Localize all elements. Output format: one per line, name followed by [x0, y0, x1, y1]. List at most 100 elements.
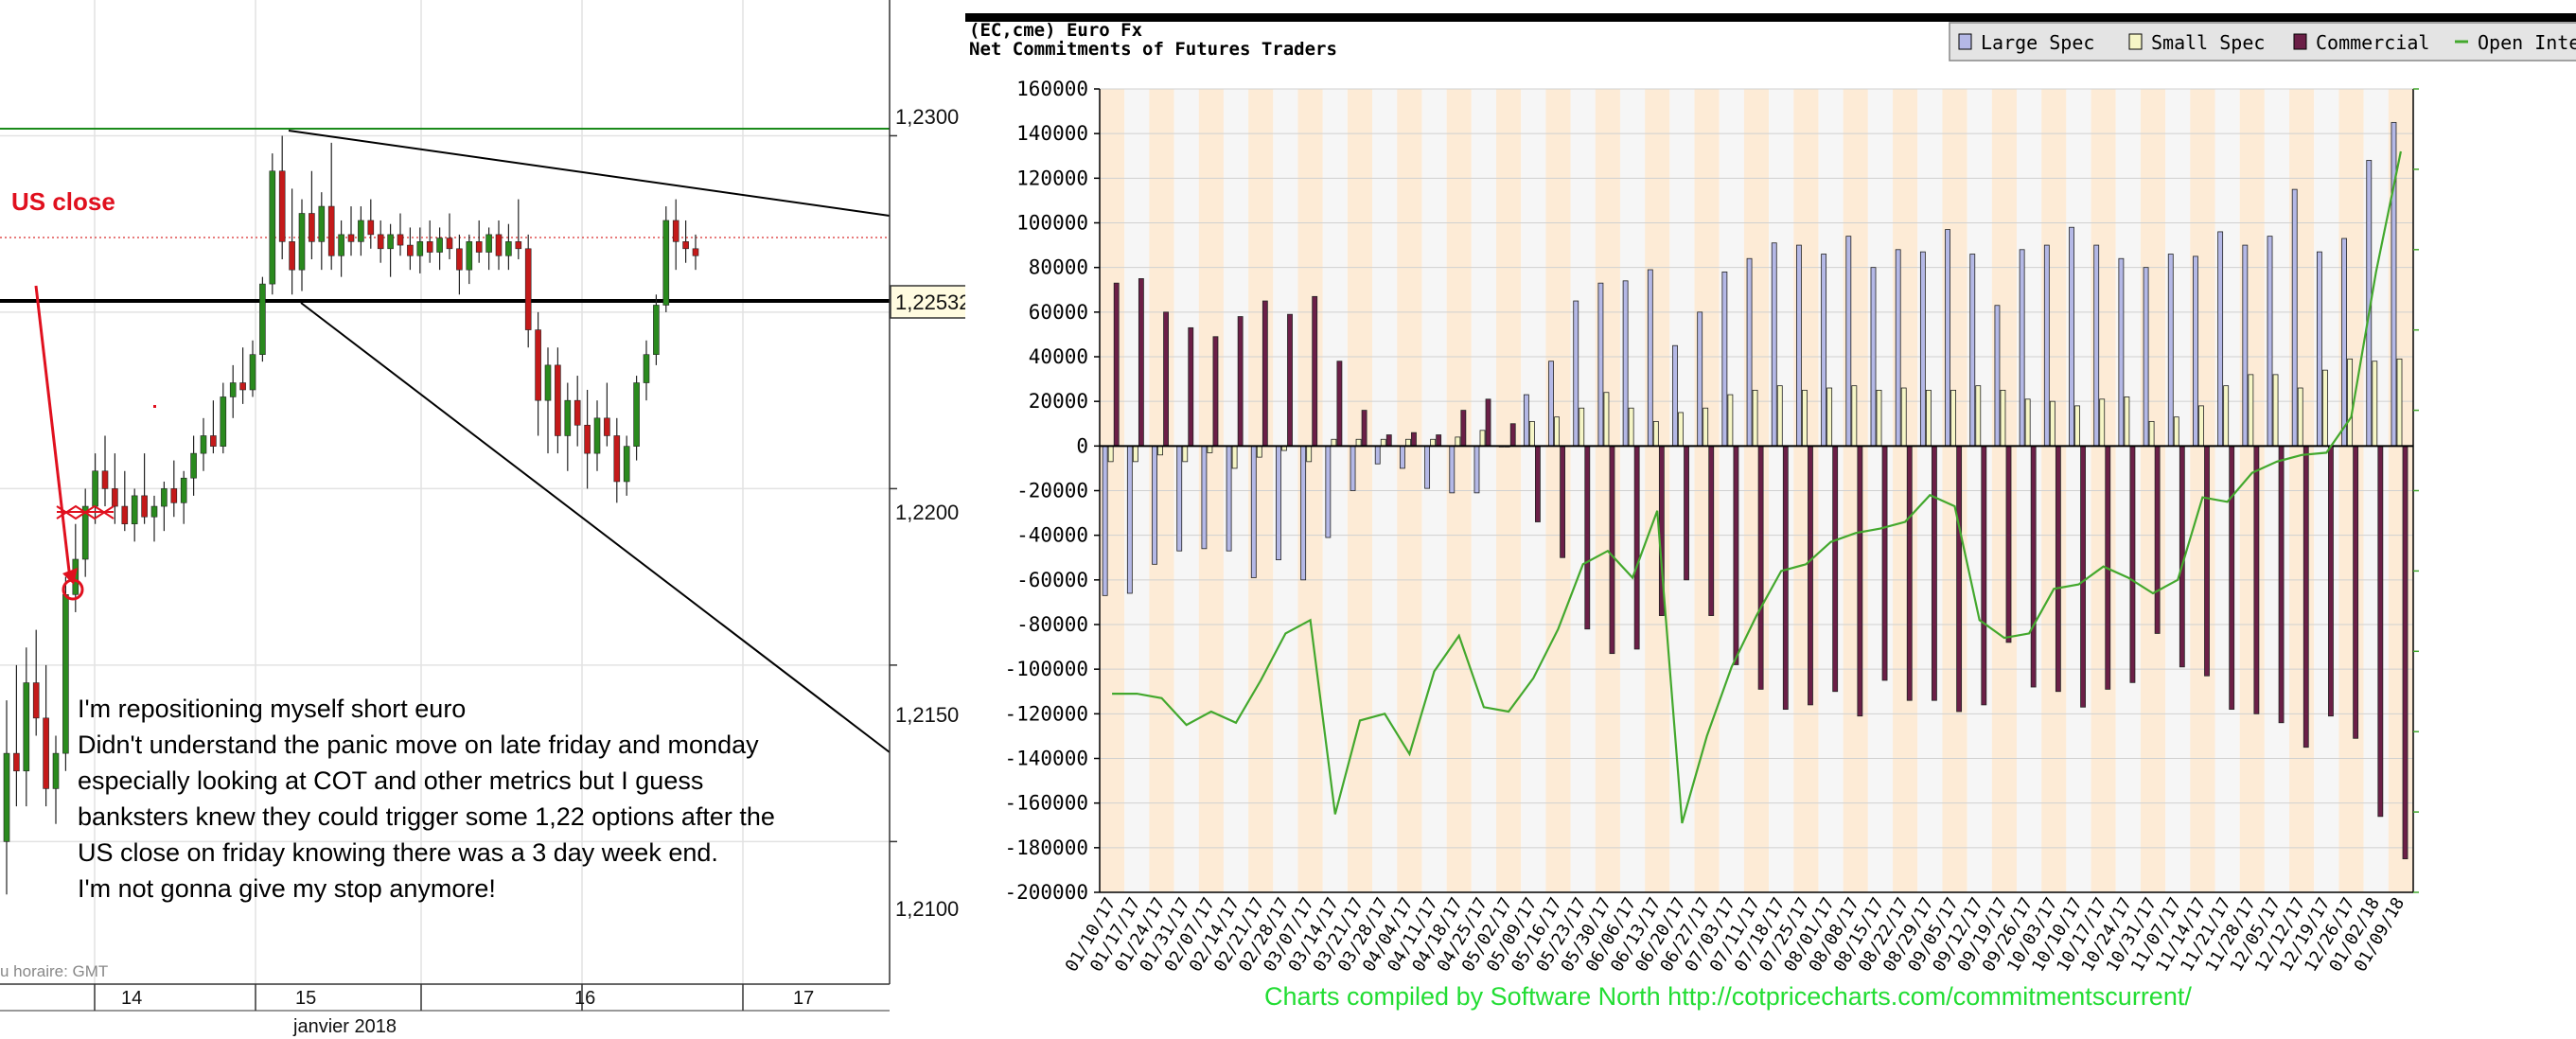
legend-label-large-spec: Large Spec: [1981, 31, 2094, 54]
bar-large-spec-32: [1895, 249, 1901, 447]
bar-small-spec-20: [1603, 392, 1610, 447]
bar-small-spec-29: [1826, 387, 1833, 447]
price-ticks: [890, 134, 897, 843]
cot-bar-chart: (EC,cme) Euro Fx Net Commitments of Futu…: [965, 0, 2576, 1039]
candle-body-53: [524, 248, 532, 330]
bar-commercial-0: [1113, 282, 1120, 447]
y-tick-label-10: -40000: [1016, 524, 1088, 547]
bar-large-spec-48: [2291, 188, 2298, 447]
chart-subtitle: Net Commitments of Futures Traders: [969, 39, 1337, 60]
legend-swatch-commercial: [2293, 33, 2307, 50]
bar-small-spec-40: [2099, 398, 2106, 447]
bar-commercial-3: [1188, 326, 1194, 447]
candle-body-45: [446, 238, 453, 250]
annotation-text: I'm repositioning myself short euro Didn…: [78, 695, 775, 903]
bar-small-spec-4: [1207, 445, 1213, 453]
price-label-4: 1,2100: [895, 897, 959, 921]
bar-small-spec-21: [1628, 407, 1634, 447]
candle-body-68: [672, 220, 679, 242]
bar-large-spec-13: [1424, 445, 1431, 489]
price-chart-panel: US close 1,2300 1,2200 1,2150 1,2100 1,2…: [0, 0, 984, 1039]
bar-commercial-14: [1460, 410, 1467, 447]
bar-large-spec-50: [2341, 238, 2348, 447]
bar-small-spec-50: [2347, 358, 2354, 447]
bar-small-spec-43: [2173, 416, 2179, 447]
bar-small-spec-9: [1331, 438, 1337, 447]
candle-body-18: [180, 477, 187, 503]
bar-large-spec-17: [1523, 394, 1529, 447]
bar-small-spec-33: [1925, 389, 1932, 447]
bar-small-spec-52: [2396, 358, 2403, 447]
candle-body-59: [584, 424, 591, 454]
bar-large-spec-52: [2391, 121, 2397, 447]
bar-small-spec-1: [1132, 445, 1138, 463]
bar-large-spec-4: [1201, 445, 1208, 550]
y-tick-label-3: 100000: [1016, 212, 1088, 235]
bar-commercial-35: [1981, 445, 1987, 706]
bars: [1100, 121, 2413, 860]
annotation-line-3: especially looking at COT and other metr…: [78, 766, 703, 795]
bar-small-spec-46: [2248, 374, 2254, 447]
bar-small-spec-38: [2049, 400, 2056, 447]
candle-body-54: [535, 329, 541, 401]
us-close-circle-marker: [62, 578, 84, 601]
candle-body-10: [101, 470, 109, 489]
bar-large-spec-30: [1845, 236, 1852, 447]
y-tick-label-14: -120000: [1004, 702, 1088, 725]
candle-body-64: [633, 382, 640, 447]
bar-large-spec-47: [2267, 236, 2273, 447]
bar-small-spec-49: [2322, 369, 2328, 447]
candle-body-32: [318, 205, 326, 242]
bar-commercial-2: [1163, 311, 1169, 447]
day-label-17: 17: [793, 988, 814, 1009]
bar-commercial-45: [2229, 445, 2235, 711]
bar-large-spec-34: [1945, 229, 1950, 447]
annotation-line-5: US close on friday knowing there was a 3…: [78, 838, 718, 867]
candle-body-55: [544, 364, 552, 401]
bar-large-spec-45: [2217, 231, 2224, 447]
candle-body-27: [269, 170, 276, 285]
bar-small-spec-39: [2074, 405, 2080, 447]
candle-body-24: [239, 382, 246, 391]
candle-body-40: [397, 234, 404, 246]
bar-commercial-23: [1684, 445, 1689, 581]
descending-trendline-lower: [300, 302, 891, 753]
bar-small-spec-15: [1479, 430, 1486, 447]
candle-body-22: [220, 396, 227, 447]
bar-small-spec-32: [1900, 387, 1907, 447]
bar-small-spec-11: [1380, 438, 1386, 447]
candle-body-47: [466, 241, 473, 271]
candle-body-60: [593, 417, 601, 454]
bar-large-spec-22: [1647, 269, 1653, 447]
y-tick-label-7: 20000: [1029, 390, 1088, 413]
candle-body-21: [210, 435, 217, 447]
bar-commercial-15: [1485, 398, 1491, 447]
candle-body-6: [62, 593, 69, 754]
candle-body-23: [229, 382, 237, 397]
bar-commercial-8: [1312, 295, 1318, 447]
bar-commercial-21: [1633, 445, 1640, 650]
bar-large-spec-41: [2118, 257, 2125, 447]
candle-body-62: [613, 435, 621, 483]
bar-small-spec-2: [1157, 445, 1163, 456]
bar-commercial-16: [1509, 423, 1516, 447]
candle-body-39: [387, 234, 394, 250]
bar-small-spec-17: [1528, 420, 1535, 447]
bar-small-spec-28: [1802, 389, 1808, 447]
bar-small-spec-5: [1231, 445, 1238, 469]
candle-body-5: [52, 752, 60, 789]
bar-small-spec-14: [1455, 436, 1461, 447]
candle-body-61: [604, 417, 610, 436]
bar-large-spec-8: [1300, 445, 1307, 581]
bar-commercial-36: [2005, 445, 2012, 643]
bar-small-spec-42: [2148, 420, 2155, 447]
bar-large-spec-28: [1796, 244, 1802, 447]
bar-large-spec-6: [1250, 445, 1257, 578]
bar-large-spec-12: [1400, 445, 1405, 469]
bar-large-spec-23: [1672, 344, 1678, 447]
candle-body-43: [426, 241, 433, 253]
us-close-arrow: [34, 285, 72, 580]
bar-commercial-48: [2303, 445, 2309, 748]
bar-large-spec-5: [1226, 445, 1232, 552]
candle-body-31: [309, 213, 315, 242]
